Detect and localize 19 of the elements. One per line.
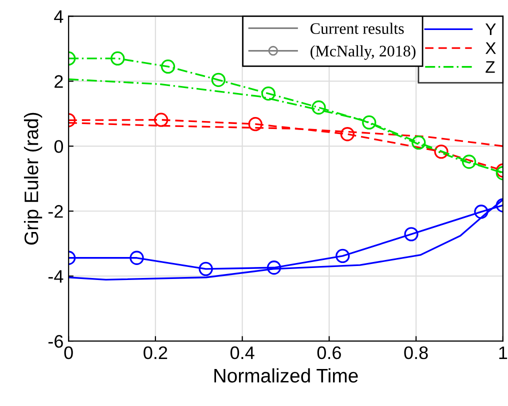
x-tick-label: 0.2: [144, 346, 168, 360]
annotation: Current results: [310, 22, 404, 34]
x-tick-label: 0.4: [230, 346, 254, 360]
legend-label: Z: [486, 61, 495, 73]
x-tick-label: 0.8: [404, 346, 428, 360]
y-tick-label: -6: [48, 334, 63, 348]
y-tick-label: -2: [48, 205, 63, 218]
x-axis-title: Normalized Time: [214, 368, 358, 383]
legend-label: X: [486, 42, 496, 54]
y-tick-label: 4: [54, 10, 64, 23]
y-axis-title: Grip Euler (rad): [24, 112, 42, 245]
x-tick-label: 0.6: [317, 346, 341, 360]
legend-label: Y: [486, 24, 496, 35]
y-tick-label: 0: [54, 140, 64, 153]
y-tick-label: -4: [48, 270, 64, 283]
x-tick-label: 1: [499, 346, 508, 359]
x-tick-label: 0: [64, 346, 73, 360]
annotation: (McNally, 2018): [310, 45, 416, 60]
y-tick-label: 2: [54, 75, 63, 88]
